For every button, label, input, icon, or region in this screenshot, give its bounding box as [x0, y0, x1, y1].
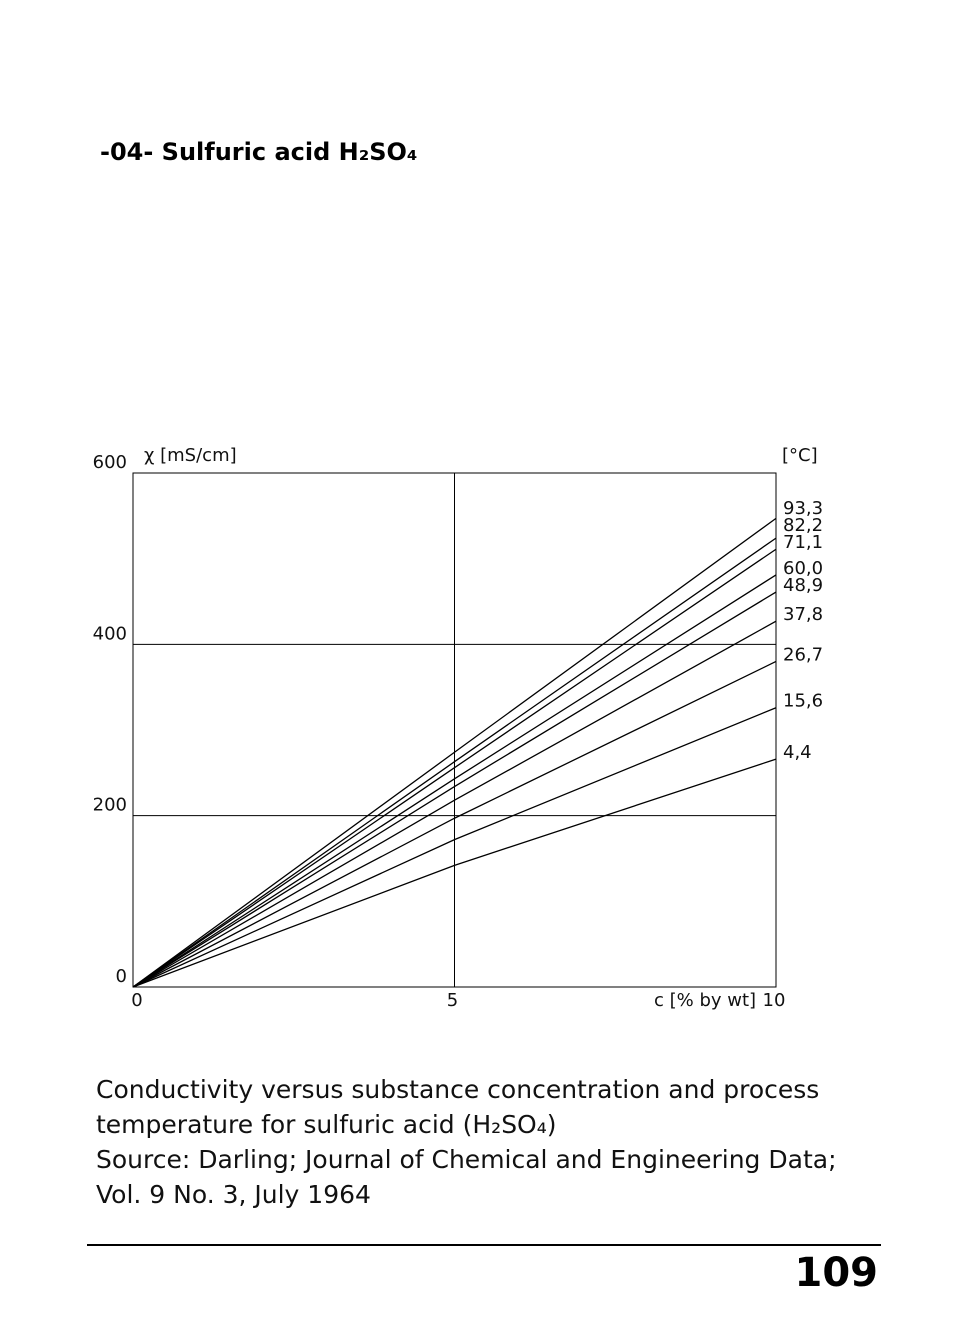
caption-line: Conductivity versus substance concentrat…	[96, 1075, 820, 1104]
legend-label: 93,3	[783, 498, 823, 519]
caption-line: temperature for sulfuric acid (H₂SO₄)	[96, 1110, 557, 1139]
x-tick-label: 10	[763, 990, 786, 1011]
legend-label: 37,8	[783, 604, 823, 625]
y-tick-label: 200	[93, 795, 127, 816]
caption: Conductivity versus substance concentrat…	[96, 1072, 837, 1212]
series-line	[132, 758, 777, 988]
legend-title: [°C]	[782, 445, 818, 466]
y-axis-label: χ [mS/cm]	[144, 445, 237, 466]
caption-line: Source: Darling; Journal of Chemical and…	[96, 1145, 837, 1174]
series-line	[132, 620, 777, 988]
x-tick-label: 5	[447, 990, 458, 1011]
series-line	[132, 660, 777, 988]
x-axis-label: c [% by wt]	[654, 990, 756, 1011]
legend-label: 60,0	[783, 558, 823, 579]
caption-line: Vol. 9 No. 3, July 1964	[96, 1180, 371, 1209]
y-tick-label: 600	[93, 452, 127, 473]
chart: χ [mS/cm] [°C] c [% by wt] 0 200 400 600 0 5 1…	[93, 445, 823, 1011]
legend-label: 4,4	[783, 742, 812, 763]
series-line	[132, 591, 777, 988]
x-tick-label: 0	[131, 990, 142, 1011]
legend-label: 71,1	[783, 532, 823, 553]
series-line	[132, 517, 777, 988]
page-title: -04- Sulfuric acid H₂SO₄	[100, 138, 418, 166]
legend-label: 48,9	[783, 575, 823, 596]
legend-label: 82,2	[783, 515, 823, 536]
series-line	[132, 707, 777, 988]
series-line	[132, 574, 777, 988]
y-tick-label: 0	[116, 966, 127, 987]
legend-label: 26,7	[783, 644, 823, 665]
footer-rule	[87, 1244, 881, 1246]
legend-label: 15,6	[783, 691, 823, 712]
page-number: 109	[794, 1250, 879, 1296]
series-line	[132, 548, 777, 988]
y-tick-label: 400	[93, 623, 127, 644]
series-line	[132, 537, 777, 988]
